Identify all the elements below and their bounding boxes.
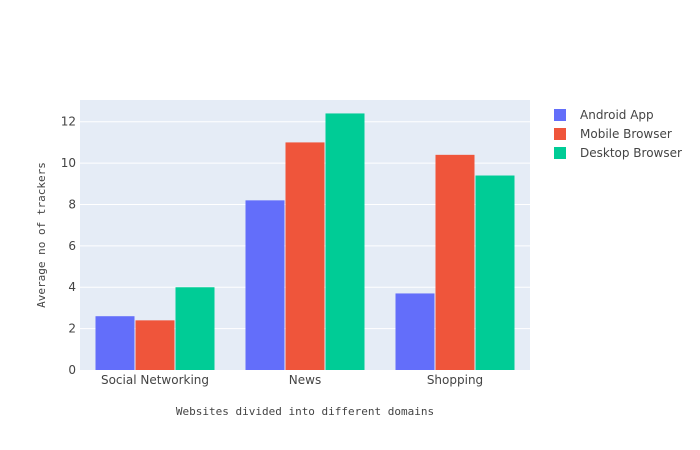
x-tick-label: Shopping (427, 373, 483, 387)
legend[interactable]: Android App Mobile Browser Desktop Browser (554, 108, 682, 160)
legend-swatch[interactable] (554, 109, 566, 121)
x-axis-title: Websites divided into different domains (176, 405, 434, 418)
bar[interactable] (475, 175, 515, 370)
bars (95, 113, 515, 370)
bar[interactable] (135, 320, 175, 370)
y-axis-ticks: 0 2 4 6 8 10 12 (61, 115, 76, 377)
y-tick-label: 8 (68, 197, 76, 211)
bar[interactable] (395, 293, 435, 370)
x-axis-ticks: Social Networking News Shopping (101, 373, 483, 387)
legend-label[interactable]: Android App (580, 108, 654, 122)
y-tick-label: 10 (61, 156, 76, 170)
x-tick-label: News (289, 373, 321, 387)
legend-label[interactable]: Mobile Browser (580, 127, 672, 141)
bar[interactable] (325, 113, 365, 370)
y-tick-label: 6 (68, 239, 76, 253)
y-axis-title: Average no of trackers (35, 162, 48, 308)
bar[interactable] (175, 287, 215, 370)
legend-label[interactable]: Desktop Browser (580, 146, 682, 160)
y-tick-label: 4 (68, 280, 76, 294)
y-tick-label: 0 (68, 363, 76, 377)
y-tick-label: 12 (61, 115, 76, 129)
bar[interactable] (435, 154, 475, 370)
x-tick-label: Social Networking (101, 373, 209, 387)
legend-swatch[interactable] (554, 128, 566, 140)
y-tick-label: 2 (68, 322, 76, 336)
bar[interactable] (285, 142, 325, 370)
legend-swatch[interactable] (554, 147, 566, 159)
bar[interactable] (95, 316, 135, 370)
bar[interactable] (245, 200, 285, 370)
